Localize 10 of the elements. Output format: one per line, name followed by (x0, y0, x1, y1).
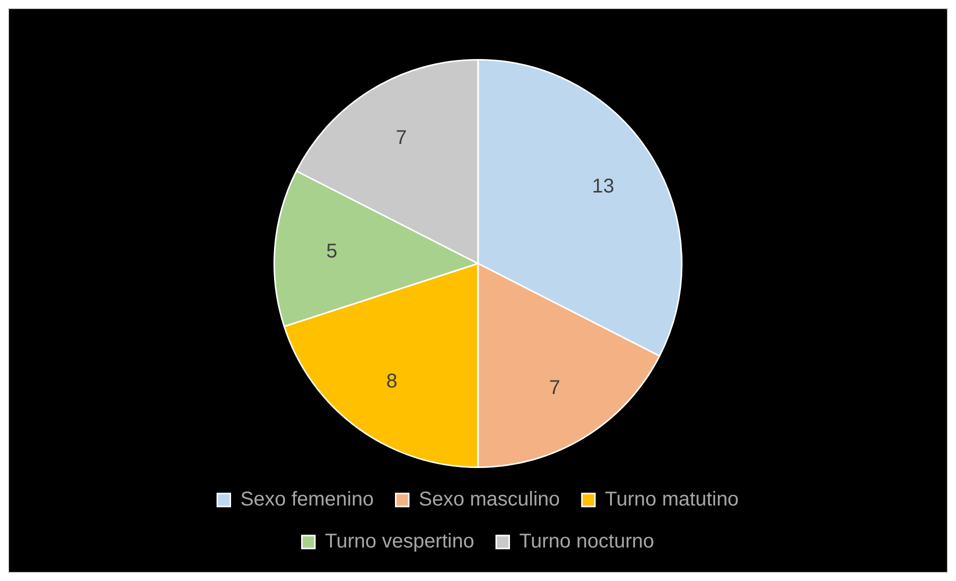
data-label: 13 (592, 175, 614, 198)
legend-label: Turno nocturno (519, 530, 654, 553)
data-label: 8 (386, 370, 398, 393)
legend-label: Sexo masculino (418, 488, 560, 511)
legend-label: Turno matutino (604, 488, 739, 511)
legend-label: Sexo femenino (240, 488, 374, 511)
legend-label: Turno vespertino (324, 530, 474, 553)
data-label: 5 (326, 240, 338, 263)
data-label: 7 (396, 126, 407, 149)
data-label: 7 (549, 377, 560, 400)
